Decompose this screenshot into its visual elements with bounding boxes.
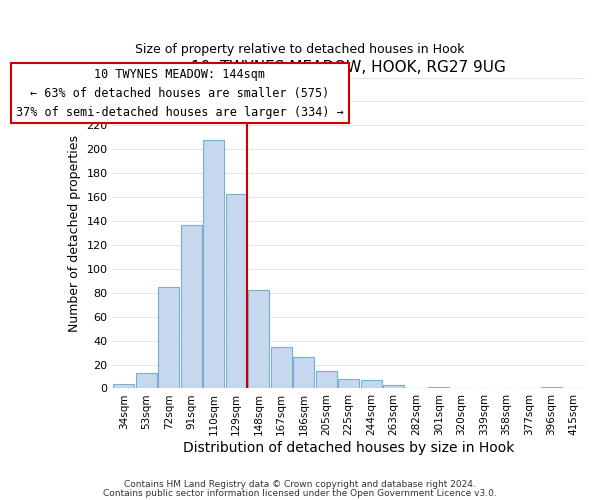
Bar (338, 379, 359, 388)
Bar (226, 194, 247, 388)
Bar (203, 140, 224, 388)
Bar (361, 380, 382, 388)
Bar (316, 370, 337, 388)
Bar (248, 290, 269, 388)
Bar (383, 385, 404, 388)
Bar (158, 287, 179, 388)
Bar (181, 224, 202, 388)
Bar (293, 358, 314, 388)
Title: 10, TWYNES MEADOW, HOOK, RG27 9UG: 10, TWYNES MEADOW, HOOK, RG27 9UG (191, 60, 506, 75)
Bar (113, 384, 134, 388)
Bar (271, 346, 292, 389)
Bar (136, 373, 157, 388)
X-axis label: Distribution of detached houses by size in Hook: Distribution of detached houses by size … (183, 441, 514, 455)
Y-axis label: Number of detached properties: Number of detached properties (68, 134, 81, 332)
Text: 10 TWYNES MEADOW: 144sqm
← 63% of detached houses are smaller (575)
37% of semi-: 10 TWYNES MEADOW: 144sqm ← 63% of detach… (16, 68, 344, 118)
Text: Contains HM Land Registry data © Crown copyright and database right 2024.: Contains HM Land Registry data © Crown c… (124, 480, 476, 489)
Text: Contains public sector information licensed under the Open Government Licence v3: Contains public sector information licen… (103, 488, 497, 498)
Text: Size of property relative to detached houses in Hook: Size of property relative to detached ho… (135, 42, 465, 56)
